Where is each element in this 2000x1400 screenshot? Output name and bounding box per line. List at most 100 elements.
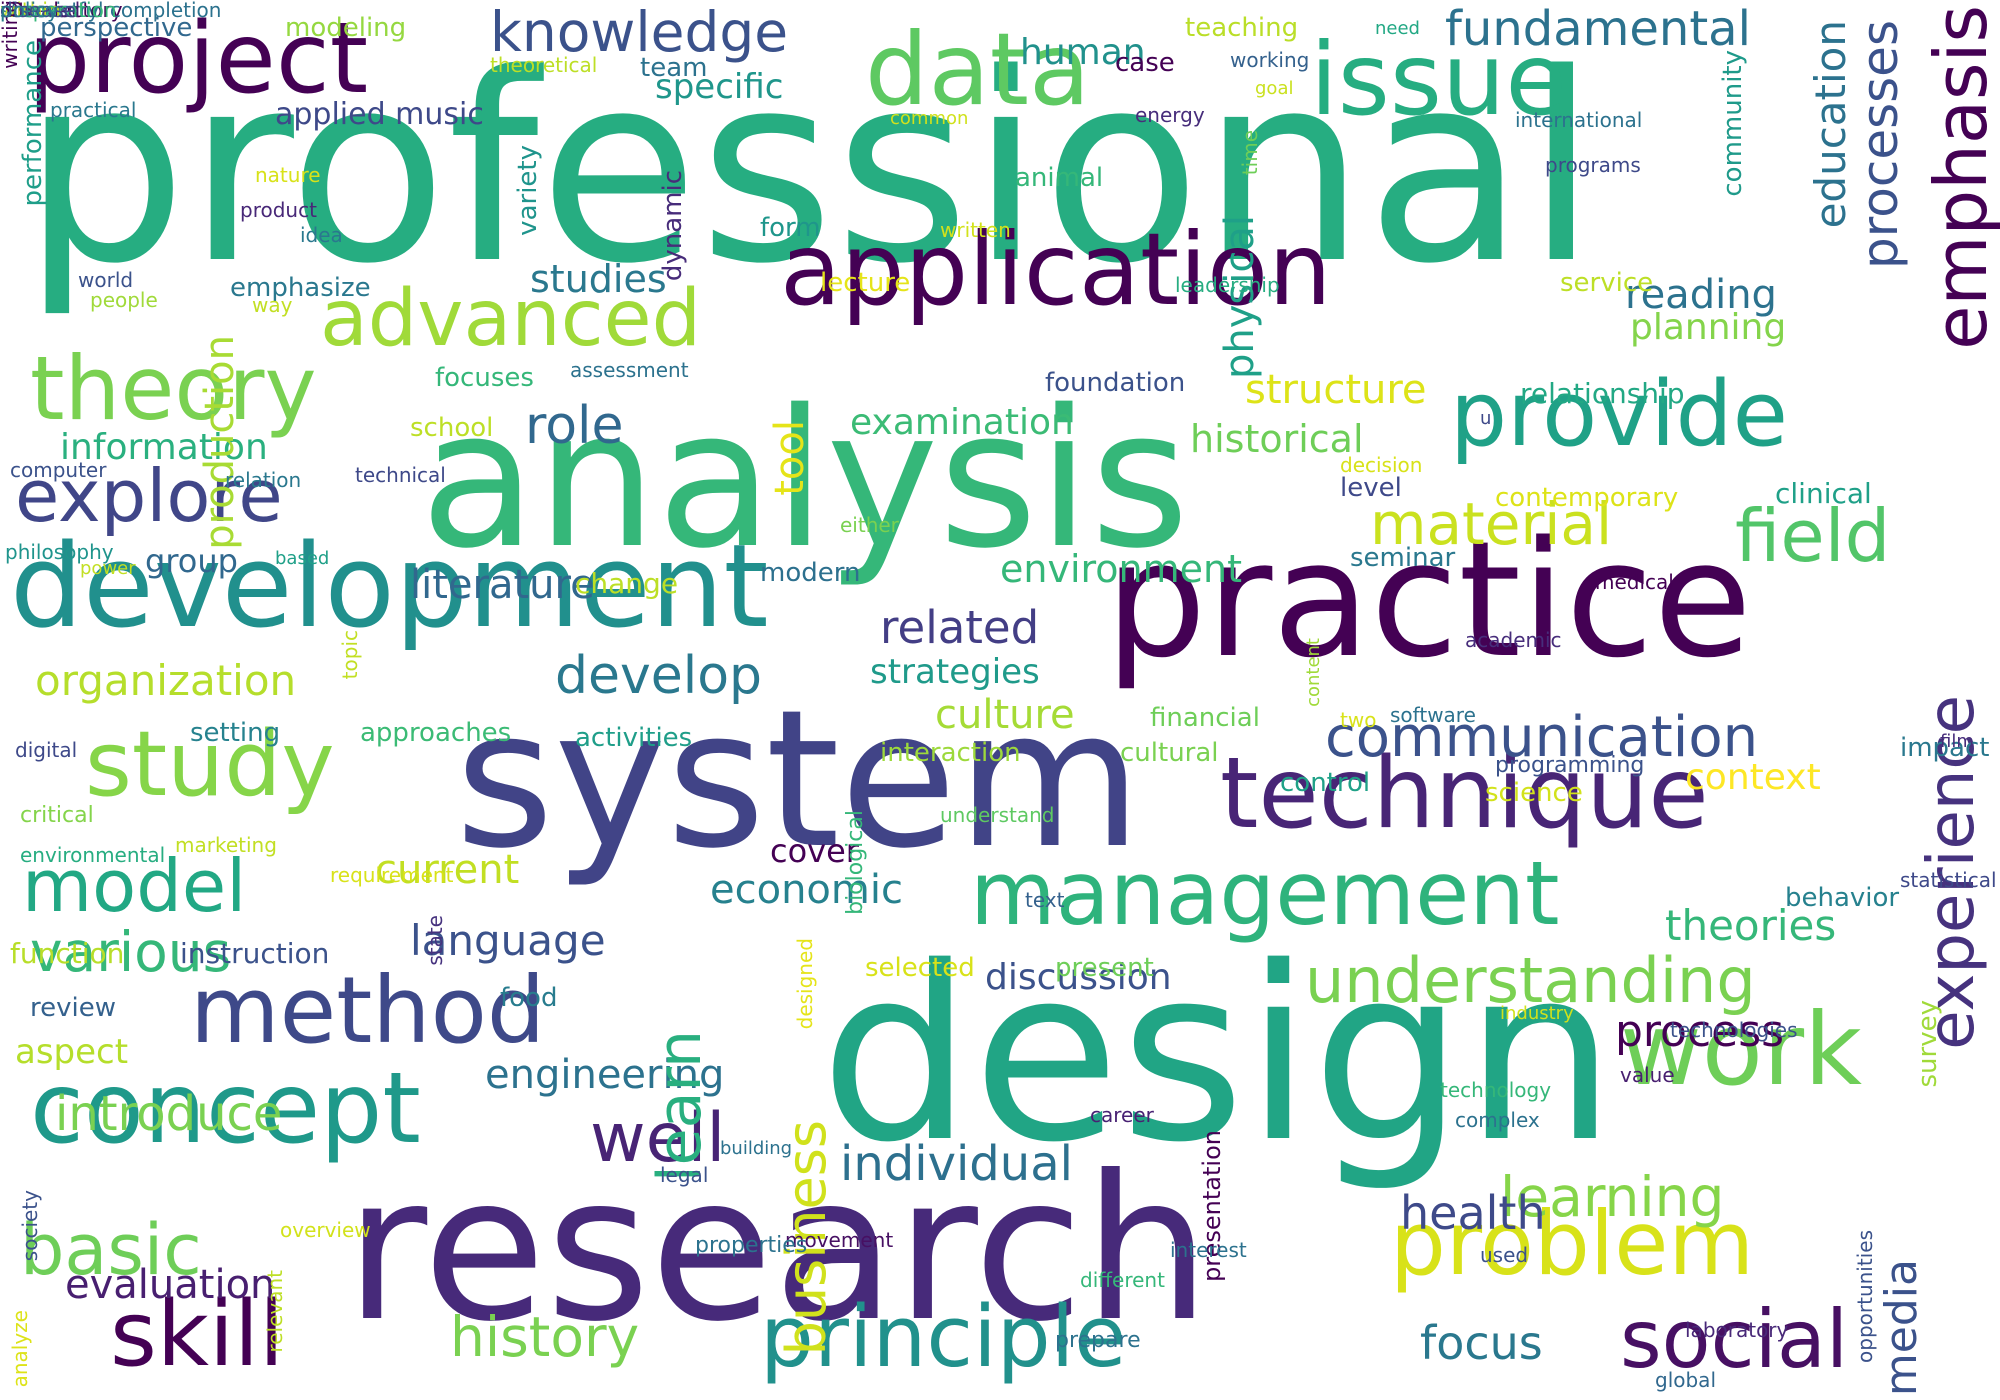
word-present: present [1055,953,1154,983]
word-lecture: lecture [820,268,911,298]
word-relevant: relevant [263,1270,287,1353]
word-prepare: prepare [1055,1328,1141,1353]
word-movement: movement [785,1228,894,1252]
word-application: application [780,211,1332,328]
word-leadership: leadership [1175,273,1280,297]
word-activities: activities [575,723,693,753]
word-examination: examination [850,402,1074,443]
word-overview: overview [280,1218,371,1242]
word-medical: medical [1595,570,1674,594]
word-survey: survey [1913,1000,1943,1088]
word-strategies: strategies [870,652,1040,692]
word-related: related [880,601,1040,654]
word-change: change [575,567,679,600]
word-evaluation: evaluation [65,1262,276,1308]
word-develop: develop [555,646,763,706]
word-content: content [1303,638,1324,707]
word-technologies: technologies [1670,1018,1798,1042]
word-properties: properties [695,1233,808,1258]
word-disease: disease [0,0,76,22]
word-seminar: seminar [1350,543,1456,573]
word-understanding: understanding [1305,944,1756,1017]
word-tool: tool [767,420,813,496]
word-information: information [60,427,268,468]
word-time: time [1238,130,1262,176]
word-analysis: analysis [420,369,1190,590]
word-marketing: marketing [175,833,277,857]
word-either: either [840,513,899,537]
word-legal: legal [660,1163,709,1187]
word-design: design [820,915,1617,1195]
word-explore: explore [15,454,283,538]
word-organization: organization [35,656,297,705]
word-selected: selected [865,953,975,983]
word-basic: basic [20,1209,202,1291]
word-principle: principle [760,1288,1127,1387]
word-case: case [1115,48,1175,78]
word-issue: issue [1310,21,1567,138]
word-introduce: introduce [55,1086,283,1142]
word-economic: economic [710,867,903,913]
word-health: health [1400,1186,1546,1240]
word-relationship: relationship [1520,377,1685,410]
word-material: material [1370,490,1613,558]
word-idea: idea [300,223,343,247]
word-written: written [940,218,1011,242]
word-society: society [18,1190,42,1262]
word-knowledge: knowledge [490,0,789,64]
word-setting: setting [190,718,281,748]
word-animal: animal [1015,163,1104,193]
word-foundation: foundation [1045,368,1186,398]
word-planning: planning [1630,307,1787,348]
word-within: within [0,0,61,22]
word-historical: historical [1190,417,1364,461]
word-two: two [1340,708,1377,732]
word-control: control [1280,768,1371,798]
word-environment: environment [1000,547,1243,591]
word-laboratory: laboratory [1685,1318,1789,1342]
word-applied-music: applied music [275,97,484,132]
word-statistical: statistical [1900,868,1997,892]
word-programming: programming [1495,753,1645,778]
word-language: language [410,916,606,965]
word-focuses: focuses [435,363,534,393]
word-perspective: perspective [40,13,193,43]
word-international: international [1515,108,1643,132]
word-review: review [30,993,116,1023]
word-behavior: behavior [1785,883,1900,913]
word-requirement: requirement [330,863,454,887]
word-work: work [1620,991,1862,1108]
word-computer: computer [10,458,107,482]
word-processes: processes [1851,20,1909,269]
word-state: state [423,915,447,966]
word-common: common [890,108,969,129]
word-philosophy: philosophy [5,540,114,564]
word-theories: theories [1665,901,1837,950]
word-engineering: engineering [485,1052,725,1098]
word-environmental: environmental [20,843,166,867]
word-skill: skill [110,1282,285,1387]
word-role: role [525,396,624,456]
word-product: product [240,198,317,222]
word-emphasis: emphasis [1919,5,2000,350]
word-career: career [1090,1103,1154,1127]
word-industry: industry [1500,1003,1574,1024]
word-study: study [85,712,335,817]
word-development: development [10,520,769,654]
word-opportunities: opportunities [1853,1230,1877,1363]
word-understand: understand [940,803,1055,827]
word-preparation: preparation [0,0,117,22]
word-film: film [1940,731,1974,752]
word-world: world [78,268,134,292]
word-group: group [145,542,238,580]
word-system: system [455,669,1142,890]
word-financial: financial [1150,703,1260,733]
word-complex: complex [1455,1108,1540,1132]
word-service: service [1560,268,1654,298]
word-practice: practice [1105,506,1752,693]
word-interest: interest [1170,1238,1247,1262]
word-professional: professional [22,19,1598,321]
word-assessment: assessment [570,358,689,382]
word-policy: policy [0,0,59,22]
